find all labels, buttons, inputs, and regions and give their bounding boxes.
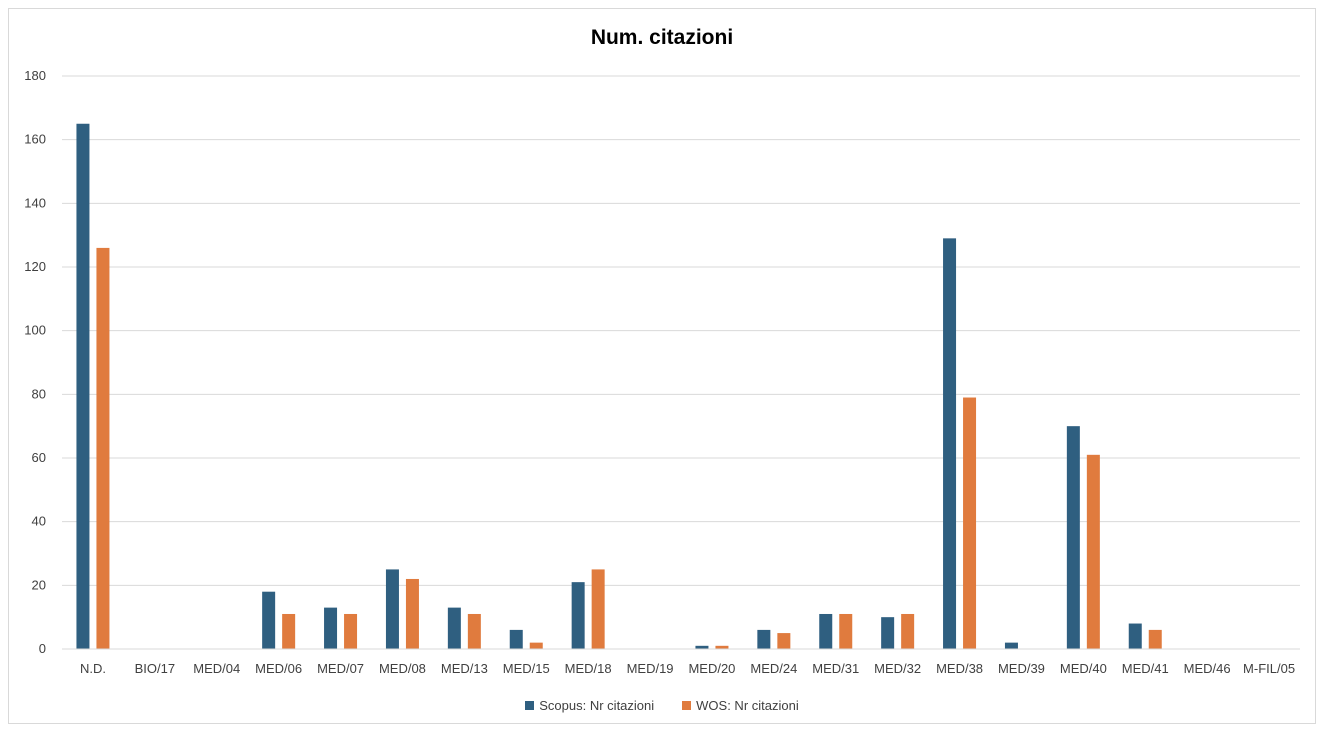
y-axis-ticks: 0 20 40 60 80 100 120 140 160 180 [24, 68, 46, 656]
bar-scopus [881, 617, 895, 649]
bar-scopus [943, 238, 957, 649]
x-tick-label: MED/20 [688, 661, 735, 676]
bar-scopus [571, 582, 585, 649]
bars [76, 123, 1162, 649]
legend-label-wos: WOS: Nr citazioni [696, 698, 799, 713]
y-tick-label: 60 [32, 450, 46, 465]
bar-scopus [1066, 426, 1080, 649]
gridlines [62, 75, 1300, 586]
x-tick-label: MED/46 [1184, 661, 1231, 676]
bar-wos [901, 613, 915, 649]
bar-scopus [447, 607, 461, 649]
bar-scopus [757, 629, 771, 649]
x-tick-label: MED/13 [441, 661, 488, 676]
bar-scopus [509, 629, 523, 649]
x-tick-label: BIO/17 [135, 661, 175, 676]
y-tick-label: 160 [24, 132, 46, 147]
x-tick-label: MED/18 [565, 661, 612, 676]
x-tick-label: N.D. [80, 661, 106, 676]
legend-swatch-scopus [525, 701, 535, 710]
bar-wos [1086, 454, 1100, 649]
x-tick-label: MED/41 [1122, 661, 1169, 676]
legend: Scopus: Nr citazioni WOS: Nr citazioni [0, 698, 1324, 713]
bar-wos [715, 645, 729, 649]
x-axis-ticks: N.D. BIO/17 MED/04 MED/06 MED/07 MED/08 MED/13… [80, 661, 1295, 676]
x-tick-label: MED/06 [255, 661, 302, 676]
bar-wos [839, 613, 853, 649]
bar-scopus [76, 123, 90, 649]
y-tick-label: 20 [32, 577, 46, 592]
y-tick-label: 80 [32, 386, 46, 401]
x-tick-label: MED/07 [317, 661, 364, 676]
x-tick-label: MED/15 [503, 661, 550, 676]
y-tick-label: 140 [24, 195, 46, 210]
x-tick-label: MED/39 [998, 661, 1045, 676]
legend-item-scopus: Scopus: Nr citazioni [525, 698, 654, 713]
x-tick-label: MED/38 [936, 661, 983, 676]
bar-scopus [819, 613, 833, 649]
x-tick-label: MED/32 [874, 661, 921, 676]
y-tick-label: 120 [24, 259, 46, 274]
legend-label-scopus: Scopus: Nr citazioni [539, 698, 655, 713]
x-tick-label: MED/24 [750, 661, 797, 676]
bar-wos [963, 397, 977, 649]
bar-wos [282, 613, 296, 649]
x-tick-label: MED/31 [812, 661, 859, 676]
bar-scopus [385, 569, 399, 649]
bar-wos [96, 247, 110, 649]
x-tick-label: MED/19 [627, 661, 674, 676]
bar-scopus [1128, 623, 1142, 649]
y-tick-label: 40 [32, 514, 46, 529]
bar-scopus [262, 591, 276, 649]
legend-swatch-wos [682, 701, 692, 710]
y-tick-label: 180 [24, 68, 46, 83]
legend-item-wos: WOS: Nr citazioni [682, 698, 799, 713]
x-tick-label: MED/04 [193, 661, 240, 676]
x-tick-label: M-FIL/05 [1243, 661, 1295, 676]
bar-wos [405, 578, 419, 649]
bar-wos [591, 569, 605, 649]
y-tick-label: 0 [39, 641, 46, 656]
bar-wos [344, 613, 358, 649]
bar-scopus [324, 607, 338, 649]
chart-title: Num. citazioni [590, 26, 734, 49]
bar-scopus [695, 645, 709, 649]
x-tick-label: MED/08 [379, 661, 426, 676]
bar-wos [1148, 629, 1162, 649]
y-tick-label: 100 [24, 323, 46, 338]
bar-wos [777, 633, 791, 649]
bar-wos [529, 642, 543, 649]
bar-wos [467, 613, 481, 649]
x-tick-label: MED/40 [1060, 661, 1107, 676]
bar-scopus [1004, 642, 1018, 649]
